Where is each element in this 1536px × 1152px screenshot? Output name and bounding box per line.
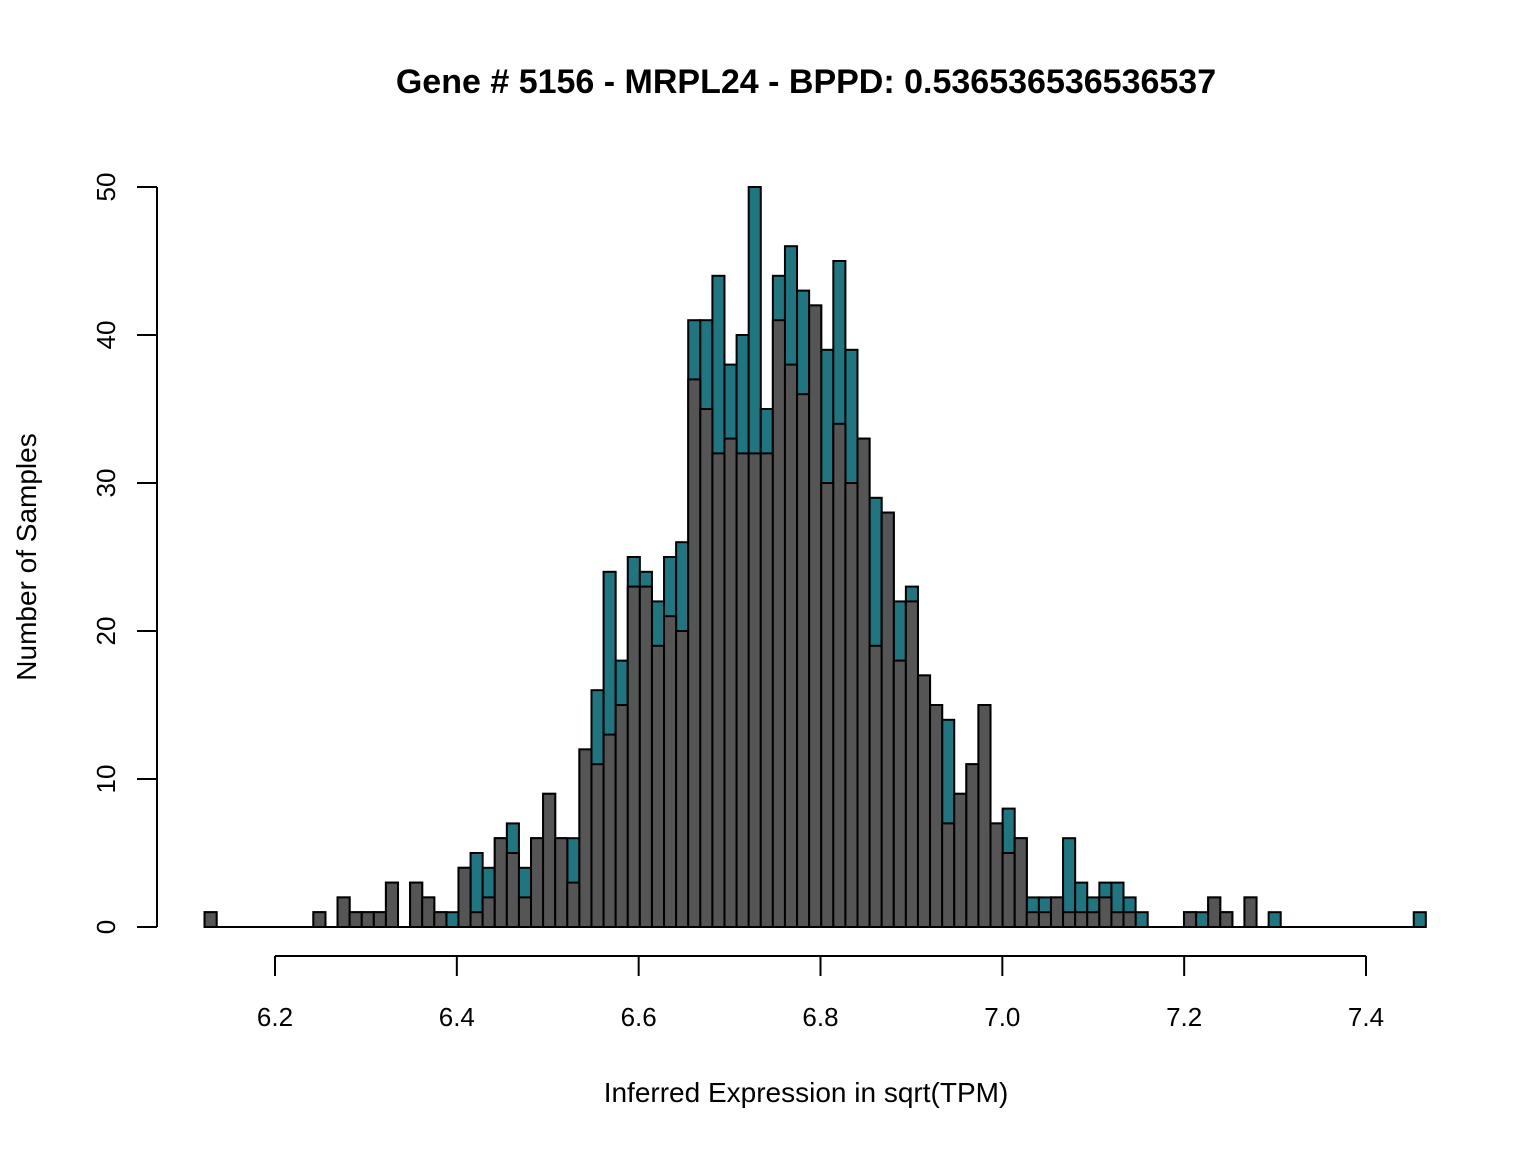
histogram-bar-gray: [723, 437, 738, 928]
histogram-bar-gray: [675, 630, 690, 928]
histogram-bar-gray: [1219, 911, 1234, 929]
x-tick-label: 6.6: [621, 1002, 657, 1032]
y-tick-label: 0: [91, 920, 121, 934]
histogram-bar-gray: [880, 511, 895, 928]
histogram-bar-gray: [892, 659, 907, 928]
histogram-bar-gray: [1001, 852, 1016, 928]
histogram-bar-gray: [820, 482, 835, 928]
histogram-bar-teal: [1134, 911, 1149, 929]
histogram-bar-gray: [844, 482, 859, 928]
histogram-bar-gray: [517, 896, 533, 929]
histogram-bar-gray: [421, 896, 436, 929]
histogram-bar-gray: [783, 363, 799, 929]
histogram-bar-gray: [409, 881, 424, 928]
histogram-bar-gray: [808, 304, 823, 928]
histogram-bar-gray: [856, 437, 871, 928]
histogram-bar-gray: [638, 585, 653, 928]
histogram-bar-teal: [445, 911, 460, 929]
histogram-bar-gray: [1086, 911, 1101, 929]
histogram-bar-gray: [1037, 911, 1052, 929]
histogram-bar-gray: [868, 644, 883, 928]
histogram-bar-gray: [832, 422, 847, 928]
histogram-bar-gray: [1182, 911, 1198, 929]
y-tick-label: 50: [91, 173, 121, 202]
histogram-bar-gray: [1098, 896, 1113, 929]
histogram-bar-gray: [542, 792, 557, 928]
histogram-bar-gray: [977, 704, 992, 928]
histogram-bar-teal: [1412, 911, 1427, 929]
histogram-bar-gray: [203, 911, 218, 929]
chart-title: Gene # 5156 - MRPL24 - BPPD: 0.536536536…: [396, 63, 1216, 101]
y-axis: 0 10 20 30 40 50: [91, 173, 158, 934]
x-tick-label: 7.4: [1348, 1002, 1384, 1032]
x-tick-label: 6.4: [439, 1002, 475, 1032]
histogram-bar-gray: [457, 866, 472, 928]
histogram-bar-gray: [493, 837, 508, 929]
histogram-bar-gray: [1074, 911, 1089, 929]
histogram-bar-gray: [372, 911, 387, 929]
x-axis-label: Inferred Expression in sqrt(TPM): [604, 1077, 1009, 1108]
histogram-bar-gray: [663, 615, 678, 928]
y-tick-label: 40: [91, 321, 121, 350]
x-tick-label: 6.8: [802, 1002, 838, 1032]
histogram-bar-teal: [1267, 911, 1282, 929]
y-tick-label: 30: [91, 469, 121, 498]
histogram-bar-gray: [481, 896, 496, 929]
histogram-bar-gray: [687, 378, 702, 928]
histogram-bar-gray: [554, 837, 569, 929]
histogram-bar-gray: [505, 852, 520, 928]
y-axis-label: Number of Samples: [11, 433, 42, 680]
histogram-bar-gray: [989, 822, 1004, 929]
histogram-bar-gray: [1243, 896, 1258, 929]
histogram-bar-gray: [747, 452, 762, 928]
histogram-bar-gray: [929, 704, 944, 928]
histogram-bar-gray: [1062, 911, 1077, 929]
histogram-bar-teal: [1195, 911, 1210, 929]
histogram-bar-gray: [796, 393, 811, 928]
histogram-bar-gray: [360, 911, 375, 929]
histogram-bar-gray: [614, 704, 629, 928]
x-tick-label: 7.0: [984, 1002, 1020, 1032]
histogram-bar-gray: [433, 911, 448, 929]
histogram-bar-gray: [312, 911, 327, 929]
y-tick-label: 20: [91, 617, 121, 646]
histogram-bar-gray: [602, 733, 617, 928]
histogram-bar-gray: [566, 881, 581, 928]
histogram-bar-gray: [626, 585, 641, 928]
histogram-bar-gray: [336, 896, 351, 929]
x-tick-label: 7.2: [1166, 1002, 1202, 1032]
histogram-bar-gray: [348, 911, 363, 929]
histogram-bar-gray: [916, 674, 932, 929]
histogram-bar-gray: [384, 881, 400, 928]
histogram-bar-gray: [711, 452, 726, 928]
histogram-bar-gray: [1049, 896, 1065, 929]
histogram-bar-gray: [759, 452, 774, 928]
bars-layer: [203, 186, 1427, 929]
histogram-bar-gray: [1013, 837, 1028, 929]
histogram-bar-gray: [530, 837, 545, 929]
histogram-bar-gray: [1025, 911, 1040, 929]
histogram-bar-gray: [650, 644, 666, 928]
histogram-bar-gray: [469, 911, 484, 929]
histogram-bar-gray: [1122, 911, 1137, 929]
y-tick-label: 10: [91, 765, 121, 794]
histogram-bar-gray: [590, 763, 605, 929]
histogram-bar-gray: [699, 408, 714, 928]
x-tick-label: 6.2: [257, 1002, 293, 1032]
histogram-bar-gray: [1207, 896, 1222, 929]
histogram-bar-gray: [965, 763, 980, 929]
histogram-bar-gray: [941, 822, 956, 929]
histogram-bar-gray: [735, 452, 750, 928]
histogram-bar-gray: [1110, 911, 1125, 929]
histogram-bar-gray: [904, 600, 919, 929]
histogram-bar-gray: [953, 792, 968, 928]
x-axis: 6.2 6.4 6.6 6.8 7.0 7.2 7.4: [257, 955, 1384, 1032]
histogram-bar-gray: [578, 748, 593, 929]
histogram-bar-gray: [771, 319, 786, 928]
